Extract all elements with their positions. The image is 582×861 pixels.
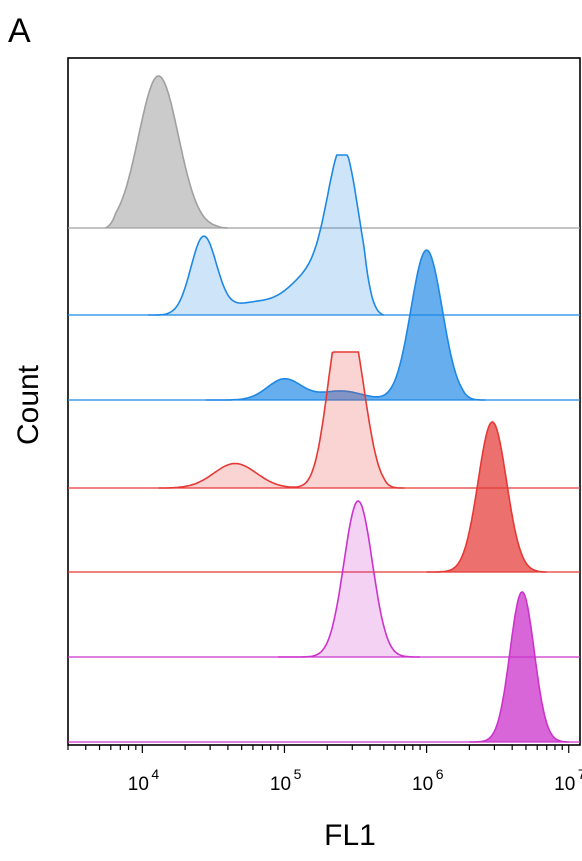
x-axis: 10 4 10 5 10 6 10 7 xyxy=(67,745,582,795)
plot-area xyxy=(67,57,581,746)
svg-text:7: 7 xyxy=(578,766,582,782)
svg-text:10: 10 xyxy=(128,774,149,795)
svg-text:4: 4 xyxy=(151,766,159,782)
svg-text:10: 10 xyxy=(270,774,291,795)
x-tick-label-2: 10 6 xyxy=(412,766,444,795)
histogram-line-5 xyxy=(278,500,421,658)
plot-frame xyxy=(67,57,581,746)
svg-text:10: 10 xyxy=(554,774,575,795)
x-tick-label-3: 10 7 xyxy=(554,766,582,795)
histogram-fill-2 xyxy=(205,250,486,400)
panel-label: A xyxy=(8,12,31,50)
histogram-line-6 xyxy=(469,591,569,743)
histogram-line-1 xyxy=(148,154,385,316)
svg-text:6: 6 xyxy=(436,766,444,782)
histogram-line-2 xyxy=(205,249,486,401)
x-axis-title: FL1 xyxy=(324,819,376,852)
histogram-fill-1 xyxy=(148,155,384,315)
histogram-fill-4 xyxy=(426,422,547,572)
svg-text:5: 5 xyxy=(294,766,302,782)
histogram-line-4 xyxy=(426,421,547,573)
svg-text:10: 10 xyxy=(412,774,433,795)
y-axis-title: Count xyxy=(12,364,45,445)
histogram-line-3 xyxy=(158,351,405,489)
histogram-fill-6 xyxy=(469,592,569,742)
histogram-fill-0 xyxy=(105,76,228,228)
histogram-line-0 xyxy=(105,75,228,229)
histogram-fill-5 xyxy=(278,501,421,657)
x-tick-label-0: 10 4 xyxy=(128,766,160,795)
histogram-fill-3 xyxy=(158,352,405,488)
x-tick-label-1: 10 5 xyxy=(270,766,302,795)
